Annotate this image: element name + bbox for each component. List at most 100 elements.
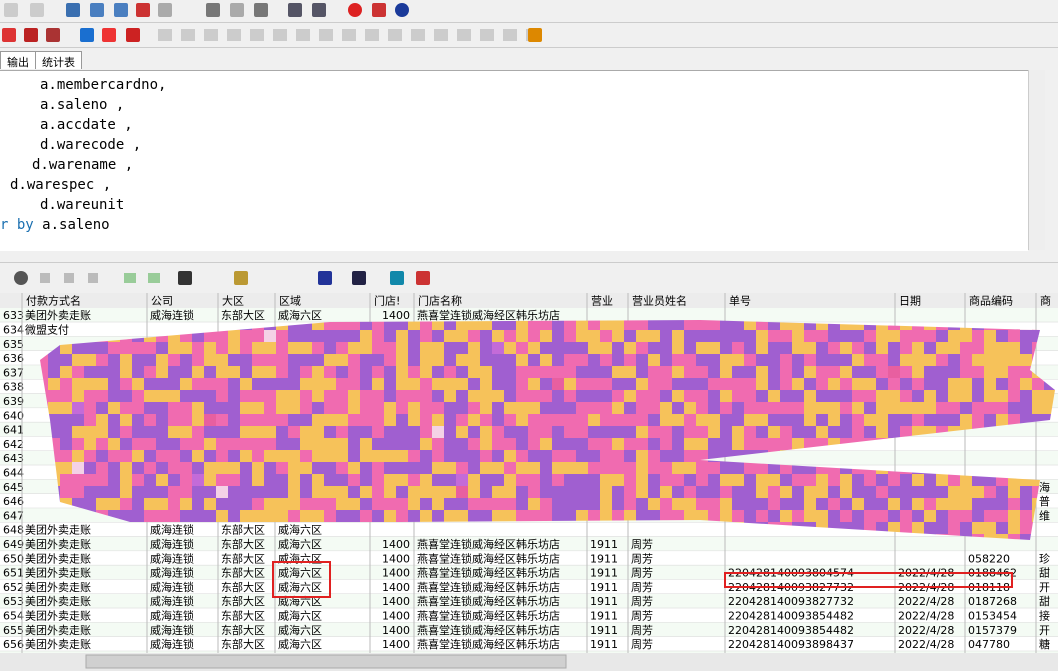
mosaic-tile xyxy=(420,438,432,450)
grid-cell: 1400 xyxy=(382,581,410,594)
mosaic-tile xyxy=(864,426,876,438)
mosaic-tile xyxy=(684,486,696,498)
mosaic-tile xyxy=(588,450,600,462)
tool-icon[interactable] xyxy=(528,28,542,42)
mosaic-tile xyxy=(300,330,312,342)
tool-icon[interactable] xyxy=(80,28,94,42)
tool-icon[interactable] xyxy=(318,271,332,285)
mosaic-tile xyxy=(276,342,288,354)
mosaic-tile xyxy=(576,330,588,342)
mosaic-tile xyxy=(216,378,228,390)
mosaic-tile xyxy=(924,366,936,378)
tool-icon[interactable] xyxy=(90,3,104,17)
tool-icon[interactable] xyxy=(254,3,268,17)
mosaic-tile xyxy=(672,486,684,498)
mosaic-tile xyxy=(456,510,468,522)
tool-icon[interactable] xyxy=(114,3,128,17)
grid-cell: 威海六区 xyxy=(278,551,322,565)
tool-icon[interactable] xyxy=(390,271,404,285)
mosaic-tile xyxy=(804,320,816,330)
tool-icon[interactable] xyxy=(14,271,28,285)
mosaic-tile xyxy=(324,342,336,354)
mosaic-tile xyxy=(876,402,888,414)
mosaic-tile xyxy=(600,510,612,522)
mosaic-tile xyxy=(660,414,672,426)
mosaic-tile xyxy=(996,366,1008,378)
mosaic-tile xyxy=(504,378,516,390)
mosaic-tile xyxy=(348,320,360,330)
mosaic-tile xyxy=(408,462,420,474)
tool-icon[interactable] xyxy=(24,28,38,42)
mosaic-tile xyxy=(672,354,684,366)
mosaic-tile xyxy=(192,366,204,378)
vertical-scrollbar[interactable] xyxy=(1028,70,1045,250)
tool-icon[interactable] xyxy=(30,3,44,17)
tool-icon[interactable] xyxy=(206,3,220,17)
mosaic-tile xyxy=(300,486,312,498)
mosaic-tile xyxy=(264,474,276,486)
tool-icon[interactable] xyxy=(46,28,60,42)
tool-icon[interactable] xyxy=(312,3,326,17)
mosaic-tile xyxy=(336,354,348,366)
tool-icon[interactable] xyxy=(4,3,18,17)
mosaic-tile xyxy=(708,378,720,390)
tool-icon[interactable] xyxy=(395,3,409,17)
tool-icon[interactable] xyxy=(136,3,150,17)
mosaic-tile xyxy=(540,320,552,330)
mosaic-tile xyxy=(336,474,348,486)
tool-icon[interactable] xyxy=(2,28,16,42)
mosaic-tile xyxy=(708,342,720,354)
tool-icon[interactable] xyxy=(126,28,140,42)
mosaic-tile xyxy=(384,330,396,342)
mosaic-tile xyxy=(312,450,324,462)
mosaic-tile xyxy=(732,354,744,366)
mosaic-tile xyxy=(636,354,648,366)
tool-icon[interactable] xyxy=(234,271,248,285)
mosaic-tile xyxy=(756,354,768,366)
row-number: 652 xyxy=(3,581,24,594)
row-number: 653 xyxy=(3,595,24,608)
tool-icon[interactable] xyxy=(158,3,172,17)
mosaic-tile xyxy=(600,342,612,354)
mosaic-tile xyxy=(432,450,444,462)
mosaic-tile xyxy=(468,414,480,426)
mosaic-tile xyxy=(516,498,528,510)
mosaic-tile xyxy=(456,426,468,438)
mosaic-tile xyxy=(456,438,468,450)
mosaic-tile xyxy=(888,426,900,438)
mosaic-tile xyxy=(768,462,780,474)
mosaic-tile xyxy=(804,414,816,426)
tool-icon[interactable] xyxy=(416,271,430,285)
tool-icon[interactable] xyxy=(102,28,116,42)
mosaic-tile xyxy=(852,390,864,402)
mosaic-tile xyxy=(288,366,300,378)
mosaic-tile xyxy=(852,414,864,426)
mosaic-tile xyxy=(492,390,504,402)
tool-icon[interactable] xyxy=(288,3,302,17)
tab[interactable]: 输出 xyxy=(0,51,36,69)
mosaic-tile xyxy=(912,510,924,522)
mosaic-tile xyxy=(984,342,996,354)
tool-icon[interactable] xyxy=(230,3,244,17)
mosaic-tile xyxy=(48,378,60,390)
sql-editor[interactable]: a.membercardno, a.saleno , a.accdate , d.wa… xyxy=(0,70,1028,251)
mosaic-tile xyxy=(528,320,540,330)
mosaic-tile xyxy=(468,462,480,474)
grid-cell: 1400 xyxy=(382,624,410,637)
tool-icon[interactable] xyxy=(66,3,80,17)
mosaic-tile xyxy=(288,510,300,522)
mosaic-tile xyxy=(396,426,408,438)
tool-icon[interactable] xyxy=(352,271,366,285)
mosaic-tile xyxy=(816,414,828,426)
tool-icon[interactable] xyxy=(178,271,192,285)
mosaic-tile xyxy=(372,330,384,342)
tool-icon[interactable] xyxy=(372,3,386,17)
mosaic-tile xyxy=(240,414,252,426)
grid-row xyxy=(0,579,1058,594)
tab[interactable]: 统计表 xyxy=(35,51,82,69)
mosaic-tile xyxy=(348,498,360,510)
mosaic-tile xyxy=(204,450,216,462)
tool-icon[interactable] xyxy=(348,3,362,17)
mosaic-tile xyxy=(216,510,228,522)
mosaic-tile xyxy=(492,498,504,510)
